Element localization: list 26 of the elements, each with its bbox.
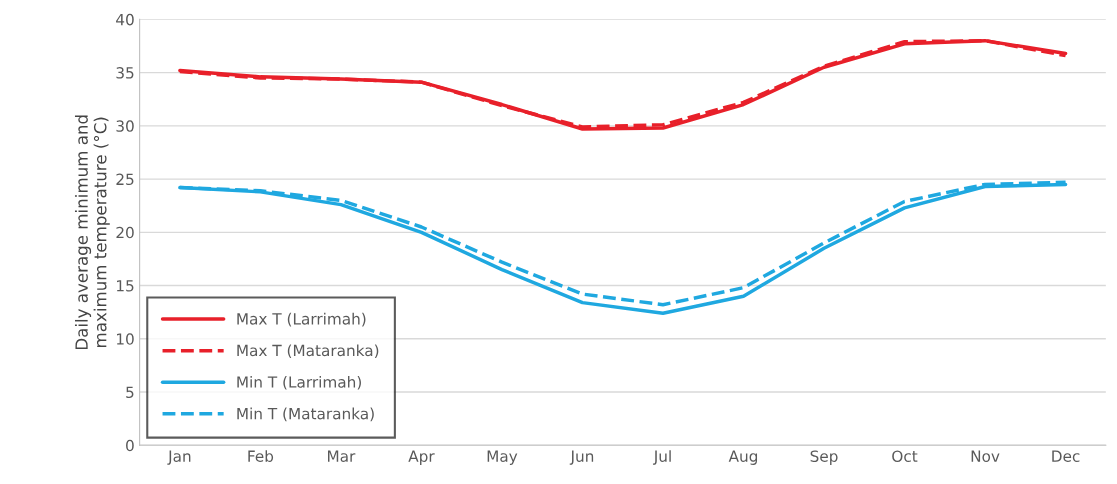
x-tick-label: Jun [569,450,594,465]
x-tick-label: Apr [408,450,435,465]
y-tick-label: 25 [116,173,134,186]
x-tick-label: Dec [1052,450,1080,462]
x-tick-label: Feb [248,450,274,462]
legend-label: Min T (Larrimah) [237,375,361,390]
x-tick-label: May [487,450,518,465]
y-tick-label: 10 [117,333,134,345]
x-tick-label: Aug [728,450,758,465]
y-tick-label: 5 [126,386,134,399]
x-tick-label: Nov [971,450,1000,462]
x-tick-label: Jul [652,450,671,465]
x-tick-label: Oct [892,450,918,462]
x-tick-label: Sep [810,450,838,465]
y-tick-label: 35 [116,67,134,79]
legend-label: Max T (Mataranka) [237,344,379,359]
y-tick-label: 15 [117,280,134,292]
legend-label: Min T (Mataranka) [237,407,374,422]
y-tick-label: 40 [116,13,134,26]
y-axis-title: Daily average minimum and maximum temperature (°C) [74,115,110,350]
y-tick-label: 0 [126,439,134,452]
y-tick-label: 20 [116,226,134,239]
x-tick-label: Mar [328,450,356,462]
x-tick-label: Jan [167,450,191,465]
y-tick-label: 30 [116,120,134,132]
legend-label: Max T (Larrimah) [237,312,366,327]
